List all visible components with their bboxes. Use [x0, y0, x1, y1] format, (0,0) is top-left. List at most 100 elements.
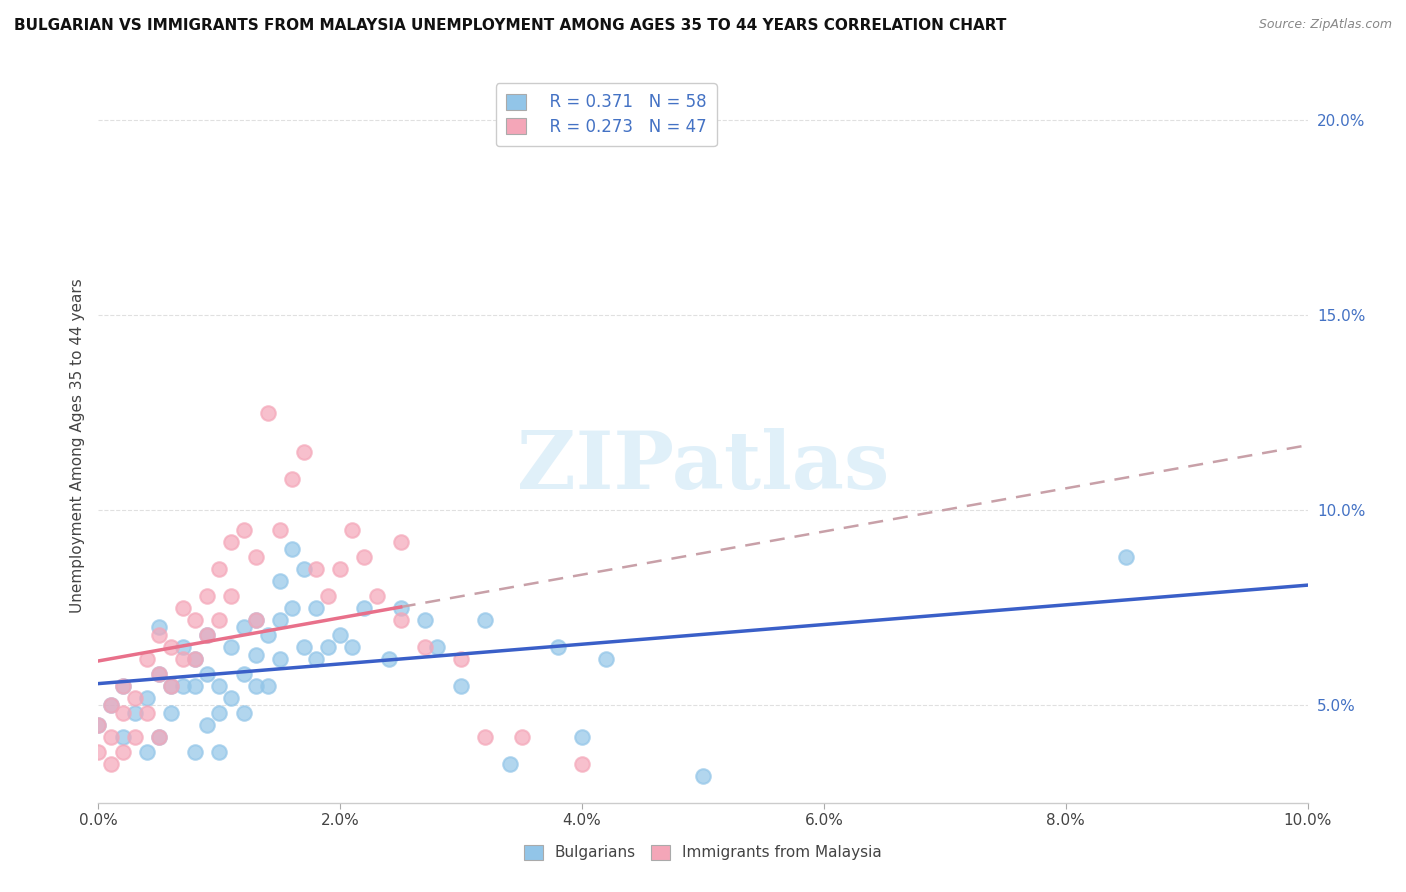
Point	[389, 534, 412, 549]
Point	[510, 730, 533, 744]
Point	[208, 706, 231, 720]
Point	[269, 613, 291, 627]
Point	[172, 651, 194, 665]
Point	[281, 542, 304, 557]
Point	[148, 667, 170, 681]
Point	[692, 768, 714, 782]
Point	[281, 472, 304, 486]
Point	[256, 406, 278, 420]
Point	[232, 706, 254, 720]
Point	[595, 651, 617, 665]
Point	[377, 651, 399, 665]
Point	[232, 620, 254, 634]
Point	[184, 651, 207, 665]
Point	[87, 718, 110, 732]
Point	[305, 600, 328, 615]
Point	[111, 679, 134, 693]
Point	[124, 730, 146, 744]
Point	[111, 706, 134, 720]
Point	[111, 730, 134, 744]
Point	[208, 745, 231, 759]
Point	[148, 620, 170, 634]
Point	[329, 628, 352, 642]
Point	[245, 550, 267, 565]
Point	[184, 679, 207, 693]
Point	[292, 640, 315, 654]
Point	[184, 613, 207, 627]
Point	[172, 640, 194, 654]
Point	[135, 690, 157, 705]
Point	[160, 706, 183, 720]
Point	[245, 679, 267, 693]
Point	[342, 523, 364, 537]
Point	[87, 718, 110, 732]
Point	[292, 562, 315, 576]
Point	[329, 562, 352, 576]
Point	[87, 745, 110, 759]
Point	[316, 589, 339, 603]
Point	[547, 640, 569, 654]
Point	[195, 628, 218, 642]
Point	[1115, 550, 1137, 565]
Point	[281, 600, 304, 615]
Point	[135, 706, 157, 720]
Point	[100, 730, 122, 744]
Point	[208, 562, 231, 576]
Point	[232, 667, 254, 681]
Y-axis label: Unemployment Among Ages 35 to 44 years: Unemployment Among Ages 35 to 44 years	[69, 278, 84, 614]
Point	[292, 445, 315, 459]
Point	[172, 600, 194, 615]
Point	[100, 698, 122, 713]
Point	[148, 730, 170, 744]
Point	[160, 679, 183, 693]
Point	[256, 628, 278, 642]
Point	[124, 706, 146, 720]
Point	[184, 651, 207, 665]
Point	[426, 640, 449, 654]
Point	[498, 756, 520, 771]
Point	[245, 613, 267, 627]
Point	[135, 745, 157, 759]
Point	[245, 648, 267, 662]
Legend: Bulgarians, Immigrants from Malaysia: Bulgarians, Immigrants from Malaysia	[519, 838, 887, 866]
Point	[195, 589, 218, 603]
Point	[111, 745, 134, 759]
Text: ZIPatlas: ZIPatlas	[517, 428, 889, 507]
Point	[366, 589, 388, 603]
Point	[269, 651, 291, 665]
Point	[208, 613, 231, 627]
Point	[195, 718, 218, 732]
Point	[232, 523, 254, 537]
Point	[221, 589, 243, 603]
Point	[353, 550, 375, 565]
Point	[195, 628, 218, 642]
Point	[221, 534, 243, 549]
Point	[342, 640, 364, 654]
Point	[305, 562, 328, 576]
Text: Source: ZipAtlas.com: Source: ZipAtlas.com	[1258, 18, 1392, 31]
Point	[413, 640, 436, 654]
Point	[450, 651, 472, 665]
Point	[148, 730, 170, 744]
Point	[160, 679, 183, 693]
Point	[474, 613, 496, 627]
Point	[208, 679, 231, 693]
Point	[305, 651, 328, 665]
Point	[221, 640, 243, 654]
Point	[221, 690, 243, 705]
Text: BULGARIAN VS IMMIGRANTS FROM MALAYSIA UNEMPLOYMENT AMONG AGES 35 TO 44 YEARS COR: BULGARIAN VS IMMIGRANTS FROM MALAYSIA UN…	[14, 18, 1007, 33]
Point	[111, 679, 134, 693]
Point	[195, 667, 218, 681]
Point	[316, 640, 339, 654]
Point	[148, 628, 170, 642]
Point	[100, 698, 122, 713]
Point	[172, 679, 194, 693]
Point	[571, 756, 593, 771]
Point	[100, 756, 122, 771]
Point	[389, 613, 412, 627]
Point	[389, 600, 412, 615]
Point	[135, 651, 157, 665]
Point	[269, 574, 291, 588]
Point	[474, 730, 496, 744]
Point	[245, 613, 267, 627]
